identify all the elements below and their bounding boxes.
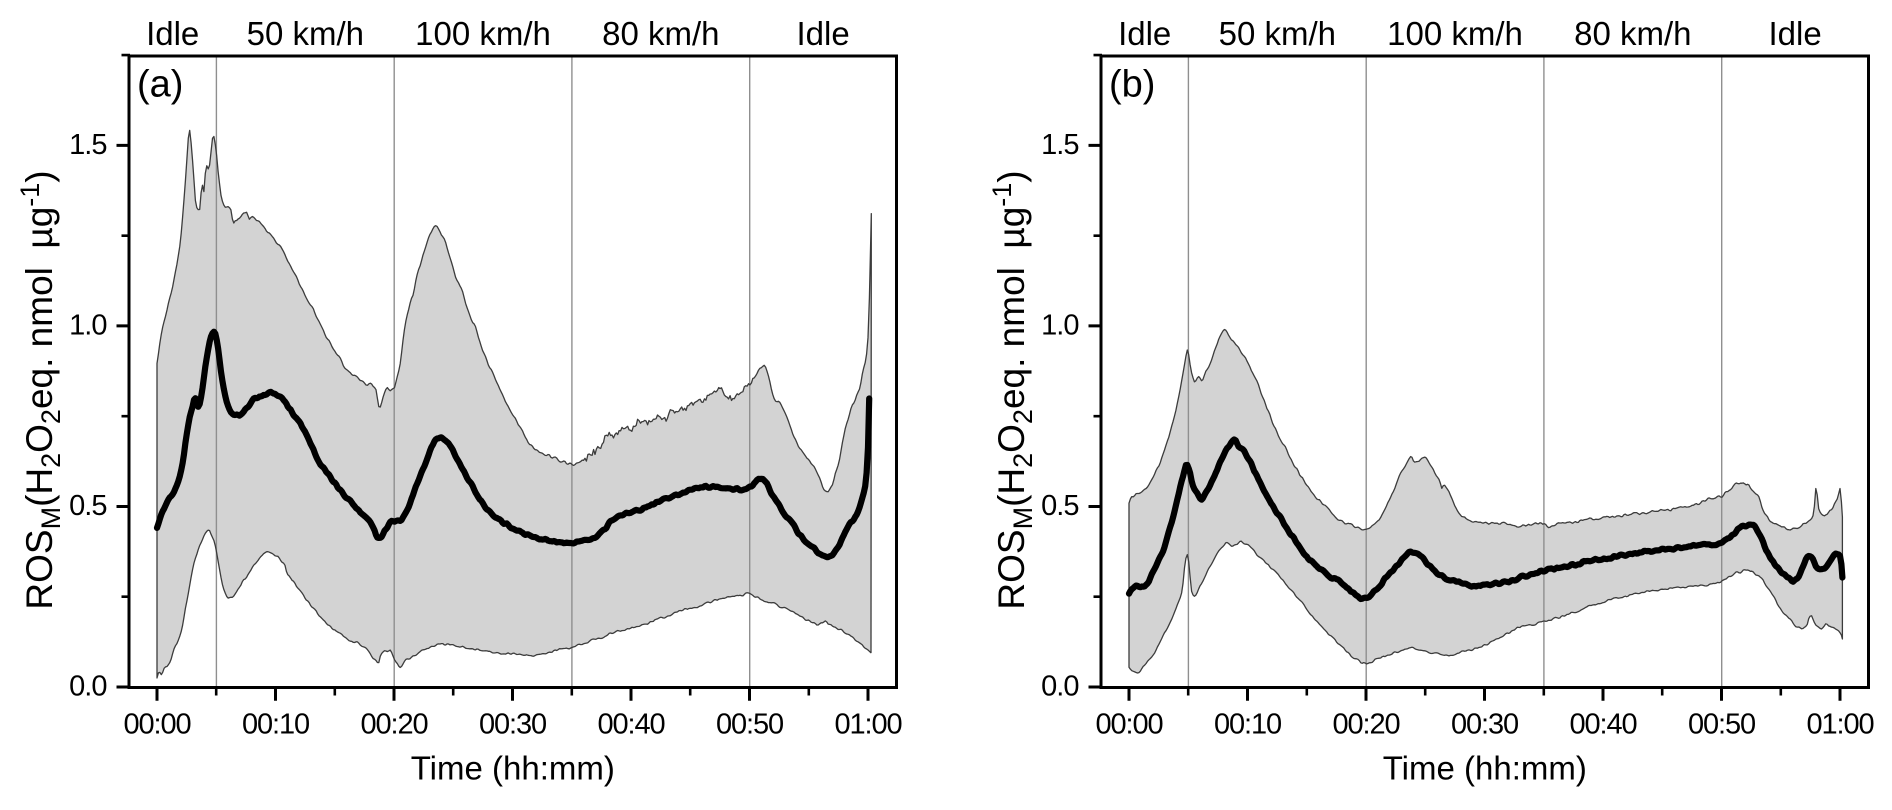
svg-text:00:50: 00:50 xyxy=(1688,709,1755,741)
svg-text:(b): (b) xyxy=(1109,64,1155,106)
svg-text:Idle: Idle xyxy=(1118,15,1171,52)
svg-text:00:20: 00:20 xyxy=(1332,709,1399,741)
svg-text:00:00: 00:00 xyxy=(1095,709,1162,741)
svg-text:ROSM(H2O2eq. nmol µg-1): ROSM(H2O2eq. nmol µg-1) xyxy=(15,170,66,609)
svg-text:1.5: 1.5 xyxy=(1041,129,1078,161)
svg-text:00:10: 00:10 xyxy=(242,709,309,741)
svg-text:80 km/h: 80 km/h xyxy=(1574,15,1691,52)
svg-text:00:00: 00:00 xyxy=(123,709,190,741)
svg-text:01:00: 01:00 xyxy=(834,709,901,741)
svg-text:Time (hh:mm): Time (hh:mm) xyxy=(1383,750,1587,787)
svg-text:00:40: 00:40 xyxy=(597,709,664,741)
svg-text:(a): (a) xyxy=(137,64,183,106)
svg-text:1.0: 1.0 xyxy=(69,310,106,342)
svg-text:1.0: 1.0 xyxy=(1041,310,1078,342)
svg-text:80 km/h: 80 km/h xyxy=(602,15,719,52)
svg-text:Idle: Idle xyxy=(146,15,199,52)
svg-text:0.5: 0.5 xyxy=(1041,490,1078,522)
svg-text:ROSM(H2O2eq. nmol µg-1): ROSM(H2O2eq. nmol µg-1) xyxy=(987,170,1038,609)
svg-text:100 km/h: 100 km/h xyxy=(415,15,551,52)
svg-text:100 km/h: 100 km/h xyxy=(1387,15,1523,52)
svg-text:01:00: 01:00 xyxy=(1806,709,1873,741)
svg-text:00:40: 00:40 xyxy=(1569,709,1636,741)
svg-text:Idle: Idle xyxy=(1768,15,1821,52)
svg-text:0.0: 0.0 xyxy=(69,671,106,703)
svg-text:0.5: 0.5 xyxy=(69,490,106,522)
svg-text:50 km/h: 50 km/h xyxy=(247,15,364,52)
svg-text:00:10: 00:10 xyxy=(1214,709,1281,741)
svg-text:00:30: 00:30 xyxy=(1451,709,1518,741)
svg-text:00:50: 00:50 xyxy=(716,709,783,741)
svg-text:Idle: Idle xyxy=(796,15,849,52)
svg-text:00:20: 00:20 xyxy=(360,709,427,741)
svg-text:Time (hh:mm): Time (hh:mm) xyxy=(411,750,615,787)
svg-text:1.5: 1.5 xyxy=(69,129,106,161)
svg-text:00:30: 00:30 xyxy=(479,709,546,741)
svg-text:50 km/h: 50 km/h xyxy=(1219,15,1336,52)
svg-text:0.0: 0.0 xyxy=(1041,671,1078,703)
